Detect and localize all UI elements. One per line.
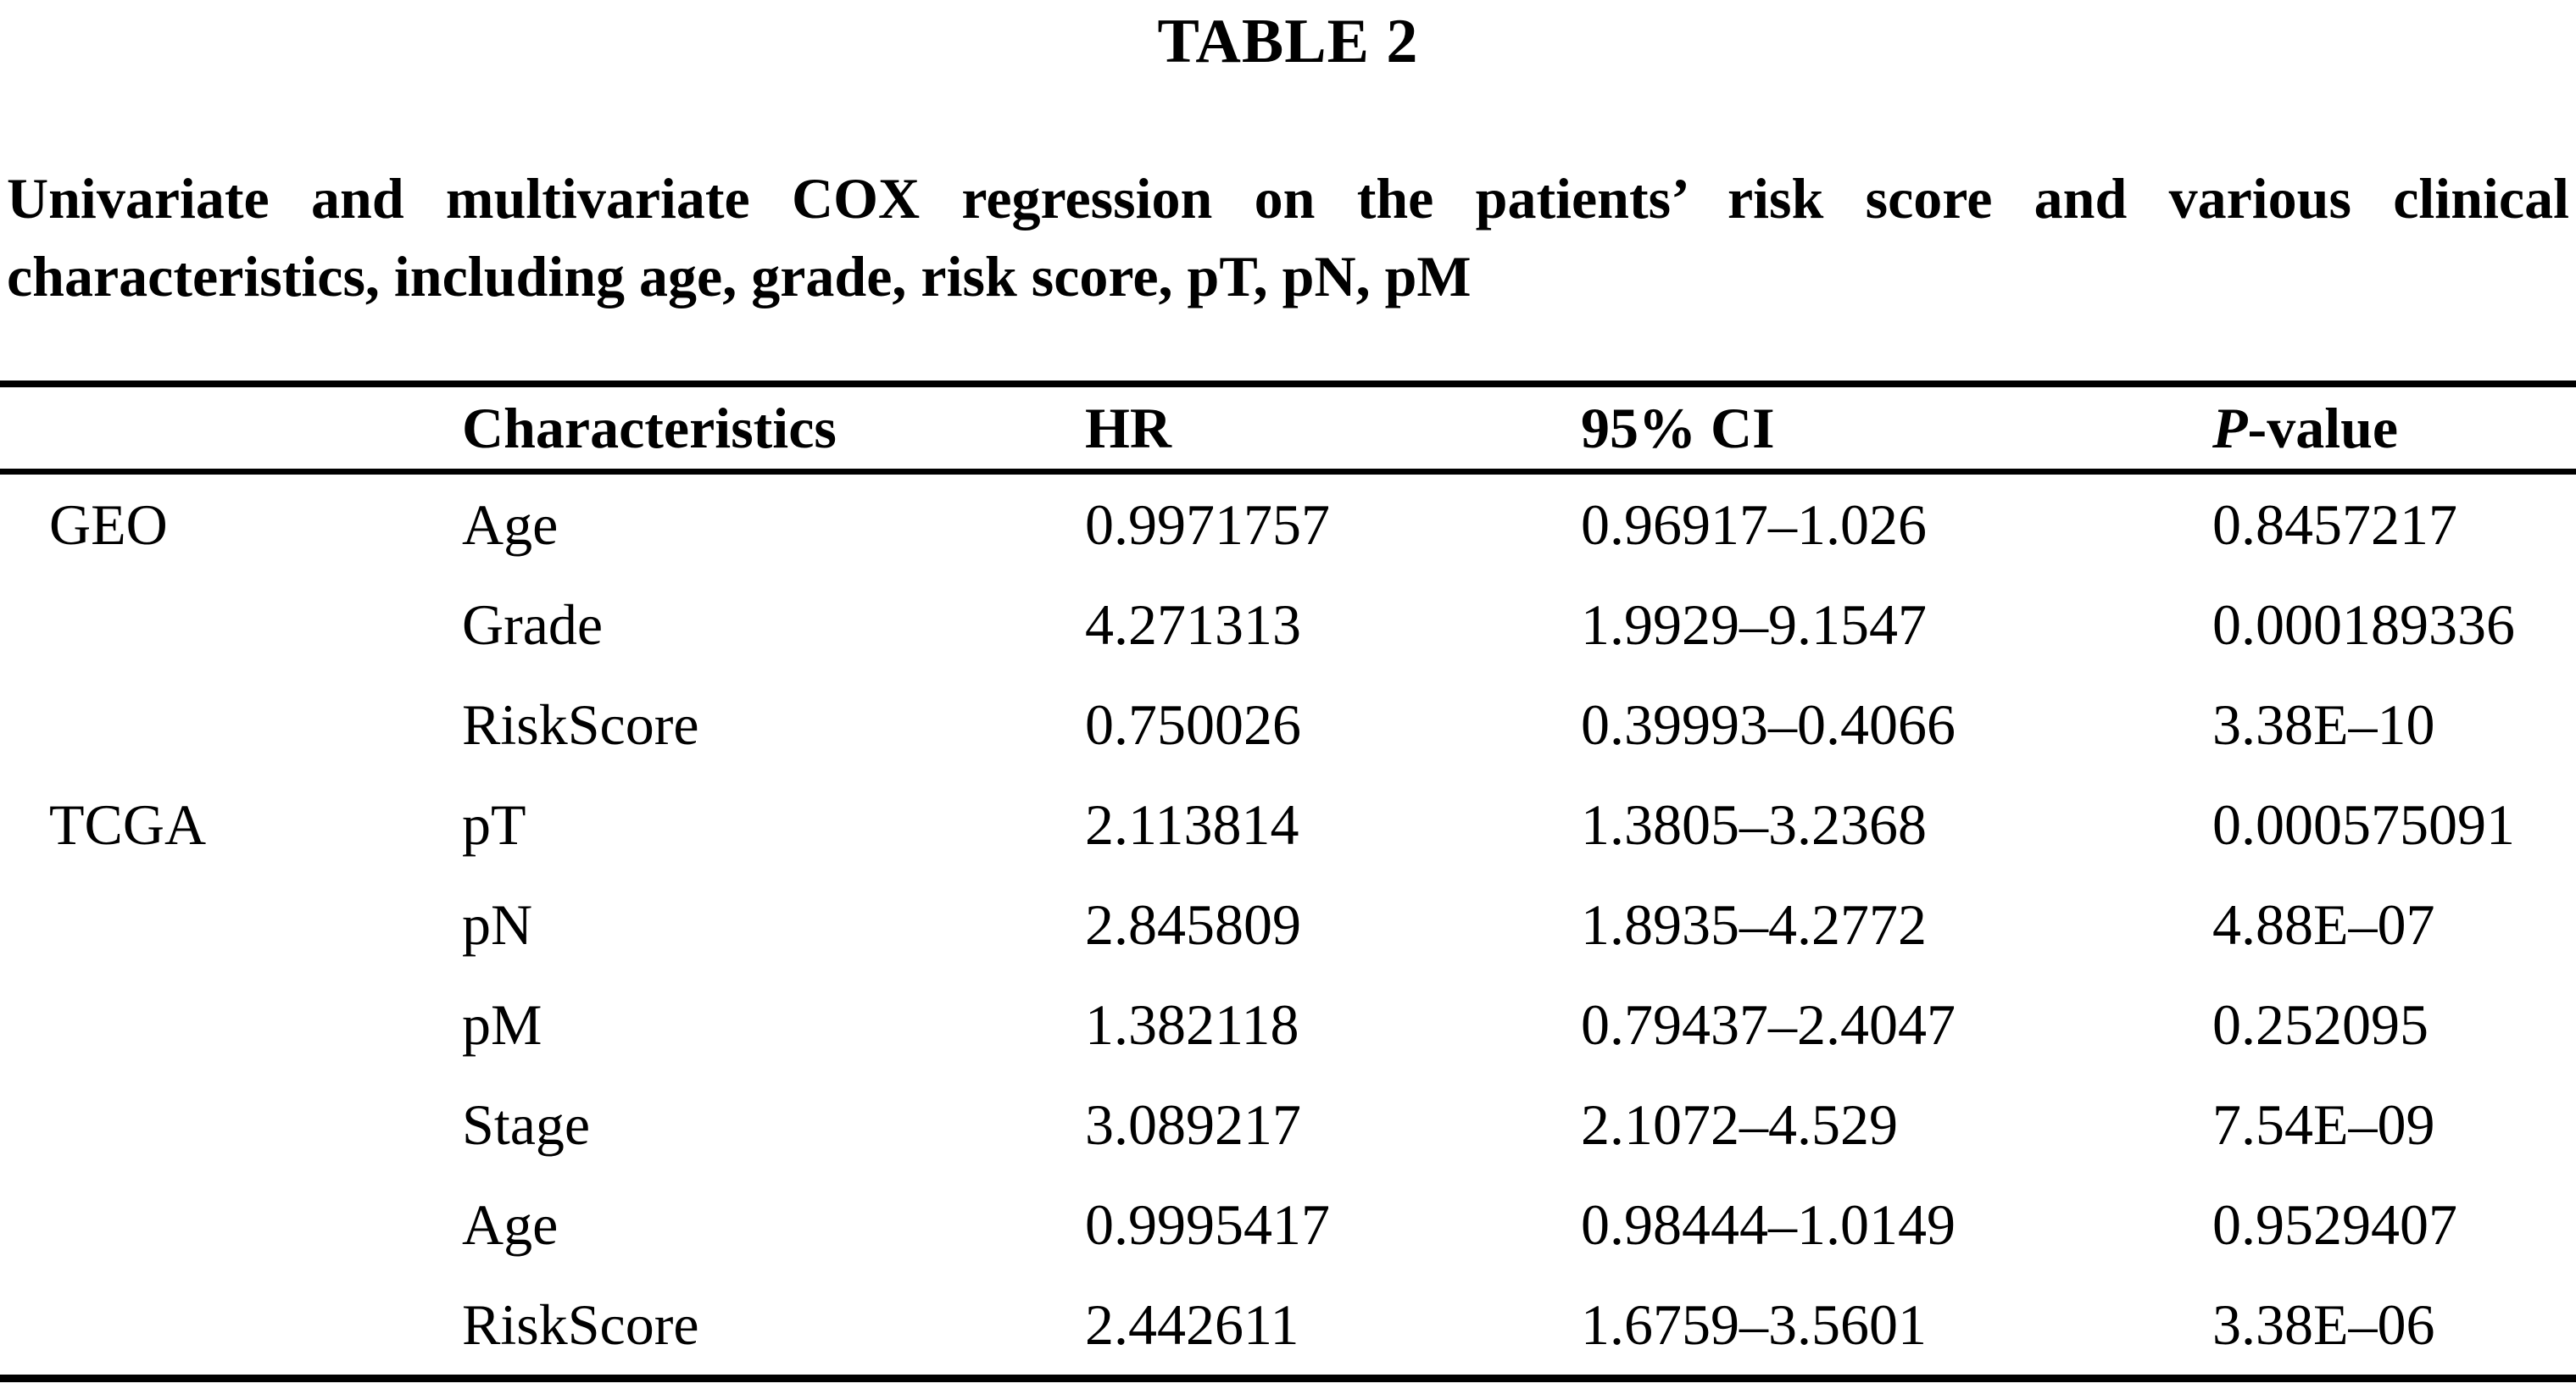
cell-hr: 4.271313: [1085, 592, 1301, 657]
table-row: GEO Age 0.9971757 0.96917–1.026 0.845721…: [0, 472, 2576, 575]
table-row: Grade 4.271313 1.9929–9.1547 0.000189336: [0, 575, 2576, 675]
cell-hr: 3.089217: [1085, 1092, 1301, 1157]
cell-pvalue: 4.88E–07: [2212, 892, 2435, 957]
cell-ci: 0.39993–0.4066: [1581, 692, 1956, 757]
cell-group: [0, 1275, 462, 1379]
cell-characteristic: RiskScore: [462, 1292, 699, 1357]
table-row: pM 1.382118 0.79437–2.4047 0.252095: [0, 975, 2576, 1075]
cox-regression-table: Characteristics HR 95% CI P-value GEO Ag…: [0, 381, 2576, 1382]
cell-pvalue: 3.38E–06: [2212, 1292, 2435, 1357]
header-row: Characteristics HR 95% CI P-value: [0, 384, 2576, 472]
cell-pvalue: 0.8457217: [2212, 492, 2457, 557]
cell-pvalue: 3.38E–10: [2212, 692, 2435, 757]
cell-hr: 1.382118: [1085, 992, 1299, 1057]
cell-group: GEO: [49, 492, 168, 557]
cell-group: [0, 1075, 462, 1175]
cell-ci: 0.98444–1.0149: [1581, 1192, 1956, 1257]
cell-pvalue: 7.54E–09: [2212, 1092, 2435, 1157]
cell-ci: 0.96917–1.026: [1581, 492, 1927, 557]
col-header-ci: 95% CI: [1581, 395, 1775, 460]
cell-group: [0, 1175, 462, 1275]
table-row: pN 2.845809 1.8935–4.2772 4.88E–07: [0, 875, 2576, 975]
table-title: TABLE 2: [1157, 7, 1419, 76]
cell-characteristic: RiskScore: [462, 692, 699, 757]
cell-group: [0, 675, 462, 775]
cell-characteristic: Grade: [462, 592, 604, 657]
cell-pvalue: 0.000575091: [2212, 792, 2515, 857]
cell-group: [0, 875, 462, 975]
table-caption: Univariate and multivariate COX regressi…: [7, 166, 2569, 308]
cell-ci: 0.79437–2.4047: [1581, 992, 1956, 1057]
cell-ci: 1.3805–3.2368: [1581, 792, 1927, 857]
cell-hr: 0.9971757: [1085, 492, 1330, 557]
cell-characteristic: Age: [462, 1192, 559, 1257]
cell-characteristic: pT: [462, 792, 526, 857]
cell-hr: 2.113814: [1085, 792, 1299, 857]
table-row: Stage 3.089217 2.1072–4.529 7.54E–09: [0, 1075, 2576, 1175]
cell-hr: 2.845809: [1085, 892, 1301, 957]
cell-ci: 1.8935–4.2772: [1581, 892, 1927, 957]
cell-pvalue: 0.000189336: [2212, 592, 2515, 657]
col-header-hr: HR: [1085, 395, 1171, 460]
cell-ci: 1.6759–3.5601: [1581, 1292, 1927, 1357]
cell-characteristic: Age: [462, 492, 559, 557]
table-row: Age 0.9995417 0.98444–1.0149 0.9529407: [0, 1175, 2576, 1275]
cell-pvalue: 0.9529407: [2212, 1192, 2457, 1257]
cell-hr: 0.750026: [1085, 692, 1301, 757]
cell-group: [0, 575, 462, 675]
table-row: TCGA pT 2.113814 1.3805–3.2368 0.0005750…: [0, 775, 2576, 875]
cell-characteristic: pN: [462, 892, 533, 957]
table-row: RiskScore 0.750026 0.39993–0.4066 3.38E–…: [0, 675, 2576, 775]
col-header-group: [0, 384, 462, 472]
cell-group: [0, 975, 462, 1075]
col-header-pvalue: P-value: [2212, 395, 2399, 460]
table-row: RiskScore 2.442611 1.6759–3.5601 3.38E–0…: [0, 1275, 2576, 1379]
cell-hr: 0.9995417: [1085, 1192, 1330, 1257]
cell-group: TCGA: [49, 792, 207, 857]
cell-characteristic: Stage: [462, 1092, 591, 1157]
cell-ci: 2.1072–4.529: [1581, 1092, 1898, 1157]
cell-ci: 1.9929–9.1547: [1581, 592, 1927, 657]
col-header-characteristics: Characteristics: [462, 395, 837, 460]
cell-pvalue: 0.252095: [2212, 992, 2429, 1057]
cell-hr: 2.442611: [1085, 1292, 1299, 1357]
cell-characteristic: pM: [462, 992, 542, 1057]
